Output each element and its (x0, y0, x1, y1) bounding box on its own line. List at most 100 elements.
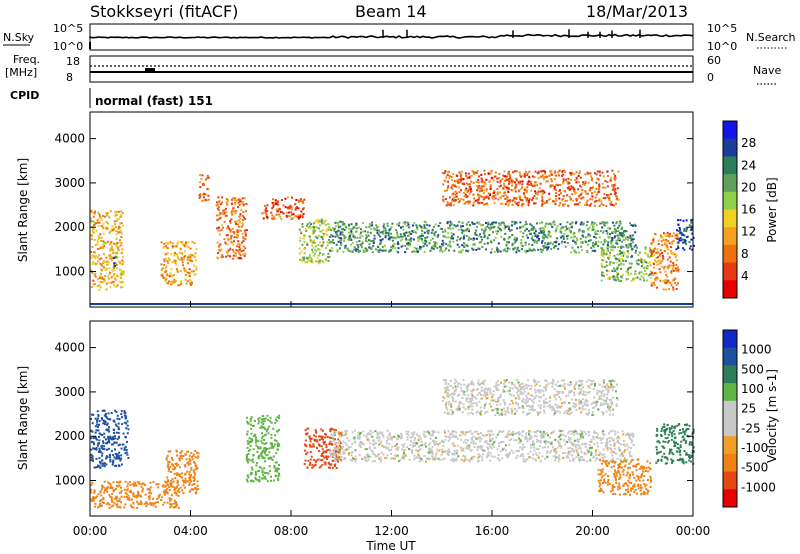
scatter-cell (504, 203, 507, 206)
scatter-cell (607, 241, 610, 244)
scatter-cell (630, 256, 633, 258)
scatter-cell (123, 447, 126, 450)
scatter-cell (541, 196, 544, 199)
scatter-cell (455, 195, 458, 198)
power-marks (90, 169, 695, 305)
scatter-cell (646, 265, 649, 267)
scatter-cell (425, 431, 428, 434)
scatter-cell (113, 267, 116, 270)
scatter-cell (584, 443, 587, 446)
scatter-cell (114, 409, 117, 412)
scatter-cell (369, 433, 372, 436)
scatter-cell (193, 471, 196, 474)
scatter-cell (90, 488, 93, 491)
scatter-cell (229, 220, 232, 222)
scatter-cell (661, 260, 664, 263)
scatter-cell (110, 496, 113, 499)
scatter-cell (94, 497, 97, 500)
scatter-cell (410, 450, 413, 453)
scatter-cell (220, 256, 223, 259)
scatter-cell (533, 249, 536, 252)
scatter-cell (462, 236, 465, 239)
scatter-cell (456, 180, 459, 183)
scatter-cell (279, 215, 282, 218)
scatter-cell (593, 431, 596, 434)
scatter-cell (480, 185, 483, 188)
scatter-cell (615, 222, 618, 225)
scatter-cell (120, 241, 123, 244)
scatter-cell (322, 228, 325, 231)
scatter-cell (228, 228, 231, 231)
scatter-cell (459, 250, 462, 253)
scatter-cell (541, 200, 544, 203)
scatter-cell (519, 174, 522, 177)
scatter-cell (330, 246, 333, 249)
scatter-cell (327, 238, 330, 241)
scatter-cell (414, 442, 417, 445)
scatter-cell (518, 249, 521, 252)
scatter-cell (277, 445, 280, 447)
scatter-cell (468, 185, 471, 188)
scatter-cell (371, 251, 374, 254)
scatter-cell (417, 445, 420, 448)
scatter-cell (547, 222, 550, 225)
scatter-cell (515, 221, 518, 224)
scatter-cell (510, 228, 513, 231)
scatter-cell (335, 467, 338, 470)
scatter-cell (239, 200, 242, 203)
scatter-cell (485, 188, 488, 191)
scatter-cell (272, 427, 275, 430)
scatter-cell (100, 498, 103, 501)
scatter-cell (475, 180, 478, 183)
scatter-cell (297, 217, 300, 220)
scatter-cell (334, 457, 337, 460)
scatter-cell (113, 284, 116, 287)
scatter-cell (333, 227, 336, 230)
freq-tick-bottom: 8 (66, 71, 73, 84)
scatter-cell (221, 196, 224, 199)
scatter-cell (173, 491, 176, 494)
scatter-cell (431, 246, 433, 249)
scatter-cell (114, 437, 117, 440)
scatter-cell (562, 235, 565, 238)
scatter-cell (273, 466, 276, 469)
scatter-cell (515, 170, 518, 173)
scatter-cell (473, 197, 476, 200)
scatter-cell (96, 466, 99, 468)
scatter-cell (546, 175, 549, 178)
scatter-cell (112, 419, 115, 422)
scatter-cell (120, 252, 123, 255)
scatter-cell (603, 192, 606, 195)
scatter-cell (203, 184, 205, 187)
scatter-cell (578, 457, 580, 460)
scatter-cell (358, 454, 361, 457)
scatter-cell (597, 433, 600, 436)
scatter-cell (577, 454, 580, 457)
scatter-cell (561, 234, 564, 237)
scatter-cell (317, 221, 320, 224)
scatter-cell (593, 235, 596, 238)
scatter-cell (493, 239, 496, 242)
scatter-cell (257, 447, 260, 450)
scatter-cell (549, 235, 552, 238)
scatter-cell (493, 201, 496, 204)
scatter-cell (390, 236, 393, 239)
scatter-cell (194, 252, 197, 255)
scatter-cell (284, 206, 287, 209)
scatter-cell (254, 420, 256, 422)
scatter-cell (607, 235, 610, 238)
scatter-cell (109, 271, 112, 274)
scatter-cell (611, 457, 614, 460)
scatter-cell (519, 221, 522, 224)
scatter-cell (554, 438, 557, 441)
scatter-cell (173, 278, 176, 281)
scatter-cell (516, 246, 519, 249)
scatter-cell (174, 280, 176, 283)
scatter-cell (241, 241, 243, 244)
scatter-cell (328, 442, 331, 445)
scatter-cell (191, 260, 194, 263)
scatter-cell (112, 459, 115, 462)
scatter-cell (113, 502, 116, 505)
scatter-cell (184, 465, 187, 468)
scatter-cell (96, 239, 99, 242)
